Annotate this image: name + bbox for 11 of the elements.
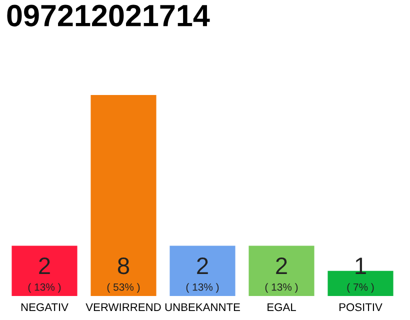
data-label: 8 ( 53% ) — [107, 257, 140, 293]
x-tick-label: NEGATIV — [21, 303, 68, 312]
data-label: 2 ( 13% ) — [186, 257, 219, 293]
x-tick-label: UNBEKANNTE — [165, 303, 240, 312]
chart-title: 097212021714 — [7, 4, 210, 26]
data-label: 1 ( 7% ) — [347, 258, 374, 293]
x-tick-label: EGAL — [268, 303, 296, 312]
data-label: 2 ( 13% ) — [265, 257, 298, 293]
data-label: 2 ( 13% ) — [28, 257, 61, 293]
x-tick-label: VERWIRREND — [86, 303, 161, 311]
x-tick-label: POSITIV — [339, 303, 382, 312]
